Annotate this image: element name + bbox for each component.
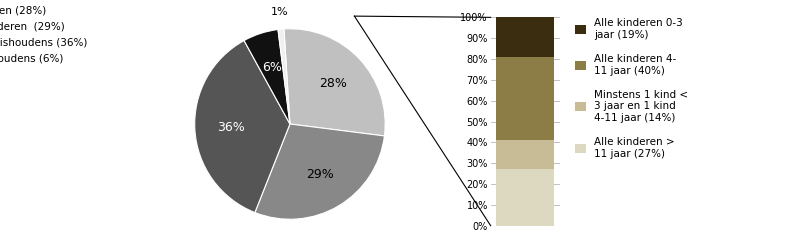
Bar (496, 140, 555, 169)
Wedge shape (244, 30, 290, 124)
Bar (496, 17, 555, 57)
Bar (496, 169, 555, 226)
Wedge shape (284, 29, 385, 136)
Legend: Alle kinderen 0-3
jaar (19%), Alle kinderen 4-
11 jaar (40%), Minstens 1 kind <
: Alle kinderen 0-3 jaar (19%), Alle kinde… (575, 18, 688, 158)
Wedge shape (278, 29, 290, 124)
Legend: Paar met kinderen (28%), Paar zonder kinderen  (29%), Eenpersoons huishoudens (3: Paar met kinderen (28%), Paar zonder kin… (0, 5, 88, 79)
Text: 36%: 36% (217, 121, 245, 134)
Bar (496, 57, 555, 140)
Wedge shape (255, 124, 384, 219)
Text: 1%: 1% (271, 7, 288, 17)
Text: 6%: 6% (262, 61, 281, 74)
Wedge shape (195, 40, 290, 213)
Text: 29%: 29% (306, 168, 334, 181)
Text: 28%: 28% (319, 77, 347, 90)
